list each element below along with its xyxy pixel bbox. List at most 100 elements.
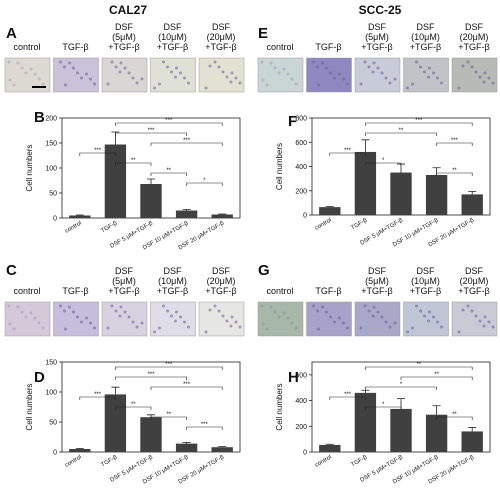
cell-spot bbox=[419, 65, 422, 69]
header: CAL27 bbox=[109, 3, 147, 17]
significance-label: ** bbox=[166, 412, 171, 418]
significance-bracket bbox=[115, 366, 223, 370]
cell-spot bbox=[290, 77, 294, 81]
cell-spot bbox=[131, 320, 135, 324]
cell-spot bbox=[470, 65, 474, 69]
cell-spot bbox=[483, 71, 487, 75]
cell-spot bbox=[384, 76, 388, 80]
micrograph bbox=[101, 301, 148, 337]
error-bar bbox=[111, 386, 120, 395]
bar bbox=[425, 174, 448, 215]
micrograph bbox=[198, 57, 245, 93]
cell-spot bbox=[440, 81, 443, 85]
y-tick-label: 0 bbox=[303, 213, 307, 220]
bar bbox=[461, 431, 483, 452]
significance-label: *** bbox=[451, 138, 459, 144]
strip-label: +TGF-β bbox=[157, 286, 188, 296]
bar bbox=[390, 408, 412, 452]
cell-spot bbox=[436, 76, 439, 80]
cell-spot bbox=[290, 321, 294, 325]
cell-spot bbox=[427, 319, 430, 323]
significance-label: ** bbox=[416, 362, 421, 368]
y-tick-label: 200 bbox=[295, 424, 307, 431]
cell-spot bbox=[131, 76, 135, 80]
significance-bracket bbox=[365, 162, 402, 166]
cell-spot bbox=[183, 76, 186, 80]
bar bbox=[319, 207, 341, 215]
cell-spot bbox=[106, 82, 110, 86]
cell-spot bbox=[85, 316, 88, 320]
cell-spot bbox=[118, 314, 122, 318]
micrograph bbox=[53, 57, 99, 93]
strip-label: (20μM) bbox=[460, 32, 489, 42]
significance-label: *** bbox=[165, 362, 173, 368]
cell-spot bbox=[158, 82, 161, 86]
cell-spot bbox=[333, 76, 336, 80]
significance-label: ** bbox=[131, 158, 136, 164]
significance-bracket bbox=[186, 182, 223, 186]
strip-label: +TGF-β bbox=[361, 286, 392, 296]
strip-label: TGF-β bbox=[315, 42, 341, 52]
cell-spot bbox=[286, 72, 290, 76]
cell-spot bbox=[204, 330, 208, 334]
cell-spot bbox=[277, 71, 281, 75]
significance-bracket bbox=[150, 172, 187, 176]
strip-label: +TGF-β bbox=[108, 286, 139, 296]
cell-spot bbox=[16, 305, 20, 309]
significance-bracket bbox=[365, 386, 437, 390]
strip-label: +TGF-β bbox=[361, 42, 392, 52]
significance-bracket bbox=[150, 416, 187, 420]
cell-spot bbox=[457, 330, 461, 334]
bar bbox=[211, 447, 233, 452]
micrograph bbox=[354, 57, 401, 93]
cell-spot bbox=[273, 66, 277, 70]
cell-spot bbox=[187, 81, 190, 85]
cell-spot bbox=[487, 320, 491, 324]
significance-label: * bbox=[203, 178, 206, 184]
significance-bracket bbox=[329, 396, 366, 400]
x-tick-label: TGF-β bbox=[350, 217, 369, 231]
y-tick-label: 0 bbox=[53, 450, 57, 457]
micrograph bbox=[451, 301, 498, 337]
significance-bracket bbox=[79, 152, 116, 156]
cell-spot bbox=[457, 86, 461, 90]
y-tick-label: 100 bbox=[45, 390, 57, 397]
cell-spot bbox=[24, 315, 28, 319]
strip-label: DSF bbox=[465, 22, 484, 32]
error-bar bbox=[468, 427, 477, 432]
y-tick-label: 0 bbox=[303, 450, 307, 457]
significance-label: *** bbox=[165, 118, 173, 124]
error-bar bbox=[325, 206, 334, 208]
cell-spot bbox=[478, 75, 482, 79]
cell-spot bbox=[230, 315, 234, 319]
strip-label: DSF bbox=[164, 22, 183, 32]
cell-spot bbox=[127, 315, 131, 319]
bar bbox=[319, 444, 341, 452]
significance-bracket bbox=[400, 376, 473, 380]
panel-letter: A bbox=[6, 25, 17, 42]
bar bbox=[69, 449, 91, 452]
significance-label: ** bbox=[131, 402, 136, 408]
cell-spot bbox=[72, 310, 75, 314]
cell-spot bbox=[342, 321, 345, 325]
cell-spot bbox=[411, 326, 414, 330]
cell-spot bbox=[225, 319, 229, 323]
cell-spot bbox=[461, 64, 465, 68]
significance-label: *** bbox=[344, 148, 352, 154]
cell-spot bbox=[20, 310, 24, 314]
y-tick-label: 600 bbox=[295, 140, 307, 147]
strip-label: TGF-β bbox=[62, 286, 88, 296]
micrograph bbox=[150, 301, 196, 337]
significance-bracket bbox=[329, 152, 366, 156]
cell-spot bbox=[261, 322, 265, 326]
cell-spot bbox=[63, 65, 66, 69]
cell-spot bbox=[277, 315, 281, 319]
cell-spot bbox=[217, 65, 221, 69]
cell-spot bbox=[474, 314, 478, 318]
cell-spot bbox=[63, 309, 66, 313]
bar bbox=[104, 394, 127, 452]
cell-spot bbox=[342, 77, 345, 81]
strip-label: TGF-β bbox=[315, 286, 341, 296]
cell-spot bbox=[346, 82, 349, 86]
cell-spot bbox=[321, 61, 324, 65]
